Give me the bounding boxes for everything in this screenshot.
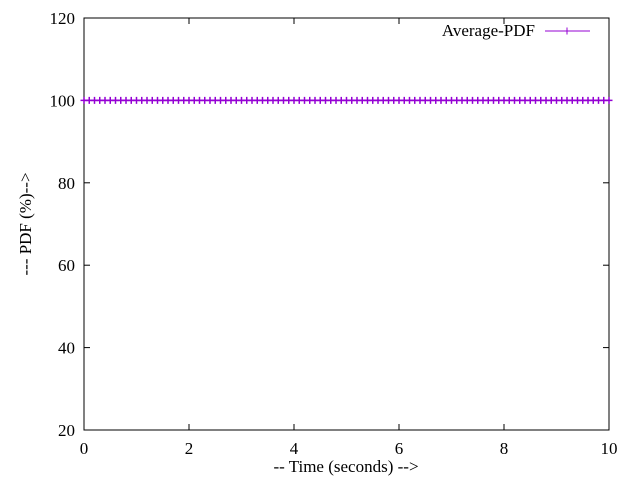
- y-tick-label: 60: [58, 256, 75, 275]
- data-point: [605, 96, 613, 104]
- y-tick-label: 20: [58, 421, 75, 440]
- y-axis-label: --- PDF (%)-->: [16, 172, 35, 275]
- y-tick-label: 80: [58, 174, 75, 193]
- x-tick-label: 2: [185, 439, 194, 458]
- y-tick-label: 40: [58, 339, 75, 358]
- x-tick-label: 10: [601, 439, 618, 458]
- y-tick-label: 100: [50, 91, 76, 110]
- x-tick-label: 8: [500, 439, 509, 458]
- series-group: [80, 96, 613, 104]
- x-tick-label: 0: [80, 439, 89, 458]
- y-tick-label: 120: [50, 9, 76, 28]
- x-axis-label: -- Time (seconds) -->: [273, 457, 418, 476]
- x-tick-label: 6: [395, 439, 404, 458]
- legend-label-average-pdf: Average-PDF: [442, 21, 535, 40]
- legend: Average-PDF: [442, 21, 590, 40]
- legend-marker-average-pdf: [563, 27, 571, 35]
- x-tick-label: 4: [290, 439, 299, 458]
- axis-ticks: [83, 17, 610, 431]
- tick-labels: 0 2 4 6 8 10 20 40 60 80 100 120: [50, 9, 618, 458]
- plot-frame: [83, 17, 610, 431]
